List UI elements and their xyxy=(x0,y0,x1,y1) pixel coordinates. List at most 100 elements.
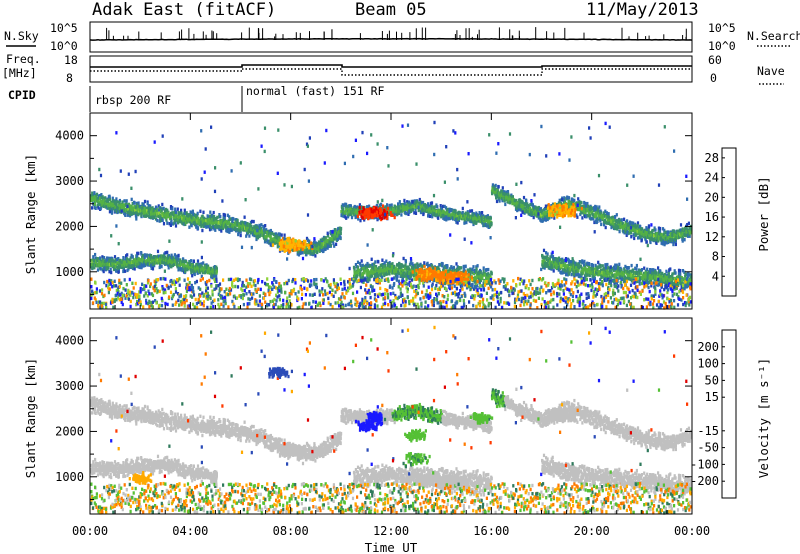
power-cell xyxy=(296,252,299,256)
power-cell xyxy=(306,238,309,242)
power-cell xyxy=(100,261,103,265)
power-cell xyxy=(96,197,99,201)
power-cell xyxy=(441,262,444,266)
power-cell xyxy=(463,221,466,225)
power-cell xyxy=(157,260,160,264)
power-cell xyxy=(268,232,271,236)
power-cell xyxy=(228,215,231,219)
power-cell xyxy=(406,207,410,211)
power-cell xyxy=(498,199,501,203)
power-cell xyxy=(647,228,650,232)
power-cell xyxy=(434,213,437,217)
power-cell xyxy=(317,242,321,246)
power-cell xyxy=(255,237,258,242)
power-cell xyxy=(401,276,405,281)
power-cell xyxy=(118,261,121,265)
freq-tick-bottom: 8 xyxy=(66,71,73,85)
power-cell xyxy=(152,212,155,216)
power-cell xyxy=(527,204,530,208)
power-cell xyxy=(657,239,660,243)
power-cell xyxy=(637,229,641,233)
power-cell xyxy=(231,224,234,228)
power-cell xyxy=(353,205,356,209)
power-cell xyxy=(122,267,125,271)
power-cell xyxy=(150,266,153,270)
power-cell xyxy=(486,214,489,218)
power-cell xyxy=(567,201,570,205)
power-cell xyxy=(162,254,165,259)
power-cell xyxy=(234,220,237,224)
power-cell xyxy=(158,265,161,270)
power-cell xyxy=(97,206,100,210)
power-cell xyxy=(590,208,593,213)
nave-trace xyxy=(90,68,692,76)
power-cell xyxy=(508,197,511,202)
power-cell xyxy=(123,199,126,203)
power-cell xyxy=(111,258,114,262)
power-cell xyxy=(212,215,215,219)
power-cell xyxy=(145,206,148,210)
power-cell xyxy=(347,215,350,219)
power-cell xyxy=(129,212,132,216)
power-cell xyxy=(396,212,399,216)
power-cell xyxy=(186,261,189,266)
power-cell xyxy=(379,266,382,271)
power-cell xyxy=(479,213,483,217)
power-cell xyxy=(666,231,669,235)
power-cell xyxy=(310,251,314,255)
power-cell xyxy=(483,273,486,277)
power-cell xyxy=(191,216,194,220)
power-cell xyxy=(418,201,421,205)
power-cell xyxy=(308,239,311,243)
power-cell xyxy=(370,274,373,278)
power-cell xyxy=(136,251,139,256)
power-cell xyxy=(485,281,488,286)
power-cell xyxy=(687,221,690,225)
power-cell xyxy=(616,225,619,229)
power-cell xyxy=(103,259,106,264)
power-cell xyxy=(685,227,688,232)
power-cell xyxy=(669,234,672,238)
power-cell xyxy=(663,241,666,245)
power-cell xyxy=(433,209,436,213)
power-cell xyxy=(635,225,638,229)
power-cell xyxy=(313,249,316,253)
power-cell xyxy=(159,262,162,266)
power-cell xyxy=(440,206,443,211)
power-cell xyxy=(329,241,332,246)
power-cell xyxy=(161,216,164,220)
power-cell xyxy=(112,203,115,207)
power-cell xyxy=(354,206,357,210)
power-cell xyxy=(417,267,420,272)
power-cell xyxy=(93,266,96,270)
power-cell xyxy=(131,201,134,206)
power-cell xyxy=(211,217,214,222)
power-cell xyxy=(314,254,317,258)
power-cell xyxy=(332,241,335,246)
power-cell xyxy=(636,221,640,225)
power-cell xyxy=(426,262,429,266)
power-cell xyxy=(571,199,574,203)
power-cell xyxy=(681,239,684,243)
power-cell xyxy=(265,228,268,232)
power-cell xyxy=(367,276,370,280)
power-cell xyxy=(186,267,189,272)
power-cell xyxy=(326,231,329,235)
power-cell xyxy=(113,255,117,259)
power-cell xyxy=(353,213,356,217)
power-cell xyxy=(126,253,129,257)
power-cell xyxy=(116,262,119,266)
power-cell xyxy=(502,192,505,196)
power-cell xyxy=(446,215,449,219)
power-cell xyxy=(149,208,153,213)
power-cell xyxy=(622,226,625,230)
power-cell xyxy=(242,224,246,228)
power-cell xyxy=(361,275,364,280)
power-cell xyxy=(309,252,312,256)
power-cell xyxy=(598,217,601,221)
power-cell xyxy=(619,225,622,229)
power-cell xyxy=(365,266,368,270)
power-cell xyxy=(391,271,394,275)
power-cell xyxy=(130,264,133,269)
power-cell xyxy=(177,253,180,258)
